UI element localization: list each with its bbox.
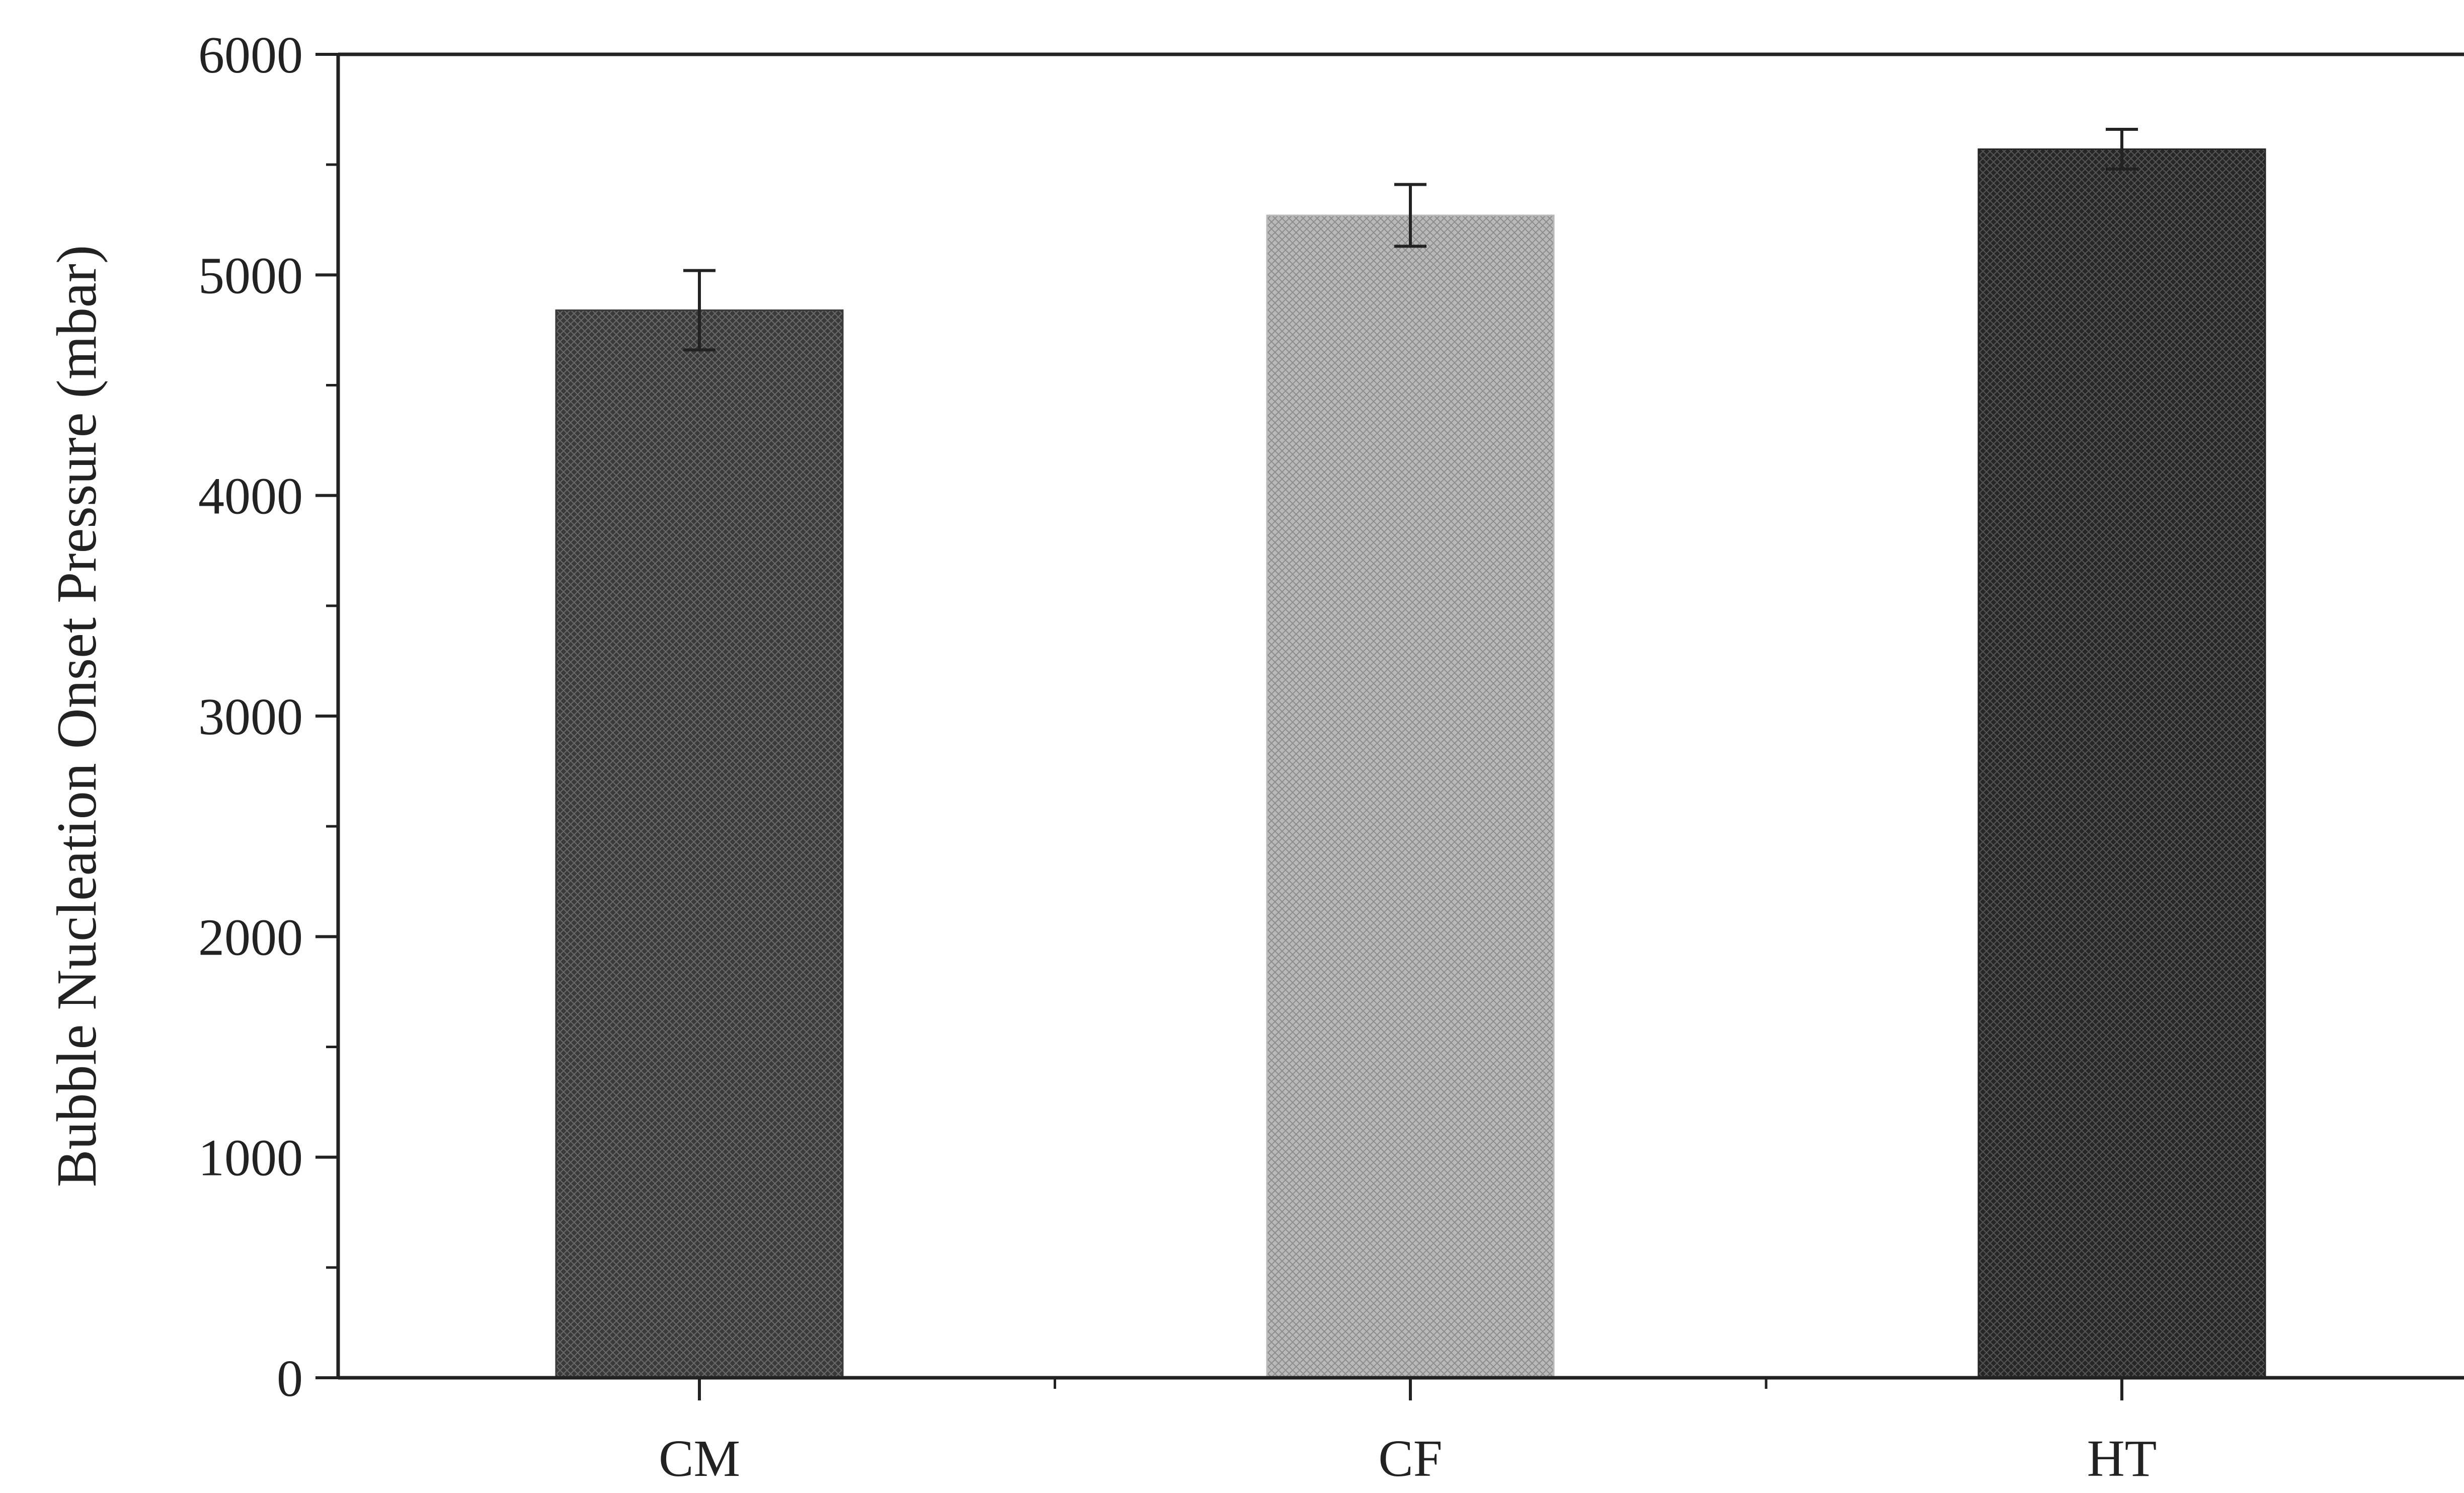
bar-cf	[1266, 214, 1555, 1379]
y-axis-title: Bubble Nucleation Onset Pressure (mbar)	[46, 245, 108, 1187]
y-tick-label-0: 0	[277, 1350, 303, 1407]
y-tick-label-2000: 2000	[198, 908, 303, 966]
y-tick-label-6000: 6000	[198, 26, 303, 84]
bar-cm	[555, 309, 844, 1379]
error-bars-layer	[683, 128, 2138, 352]
bars-layer	[555, 148, 2266, 1379]
x-ticks-layer: CM CF HT	[659, 1378, 2157, 1487]
bar-ht	[1977, 148, 2266, 1379]
x-tick-label-cm: CM	[659, 1430, 740, 1487]
x-tick-label-ht: HT	[2087, 1430, 2157, 1487]
y-tick-label-4000: 4000	[198, 467, 303, 525]
y-tick-label-5000: 5000	[198, 247, 303, 304]
x-tick-label-cf: CF	[1378, 1430, 1442, 1487]
y-ticks-layer: 0 1000 2000 3000 4000 5000 6000	[198, 26, 338, 1407]
y-tick-label-1000: 1000	[198, 1129, 303, 1187]
y-tick-label-3000: 3000	[198, 688, 303, 746]
